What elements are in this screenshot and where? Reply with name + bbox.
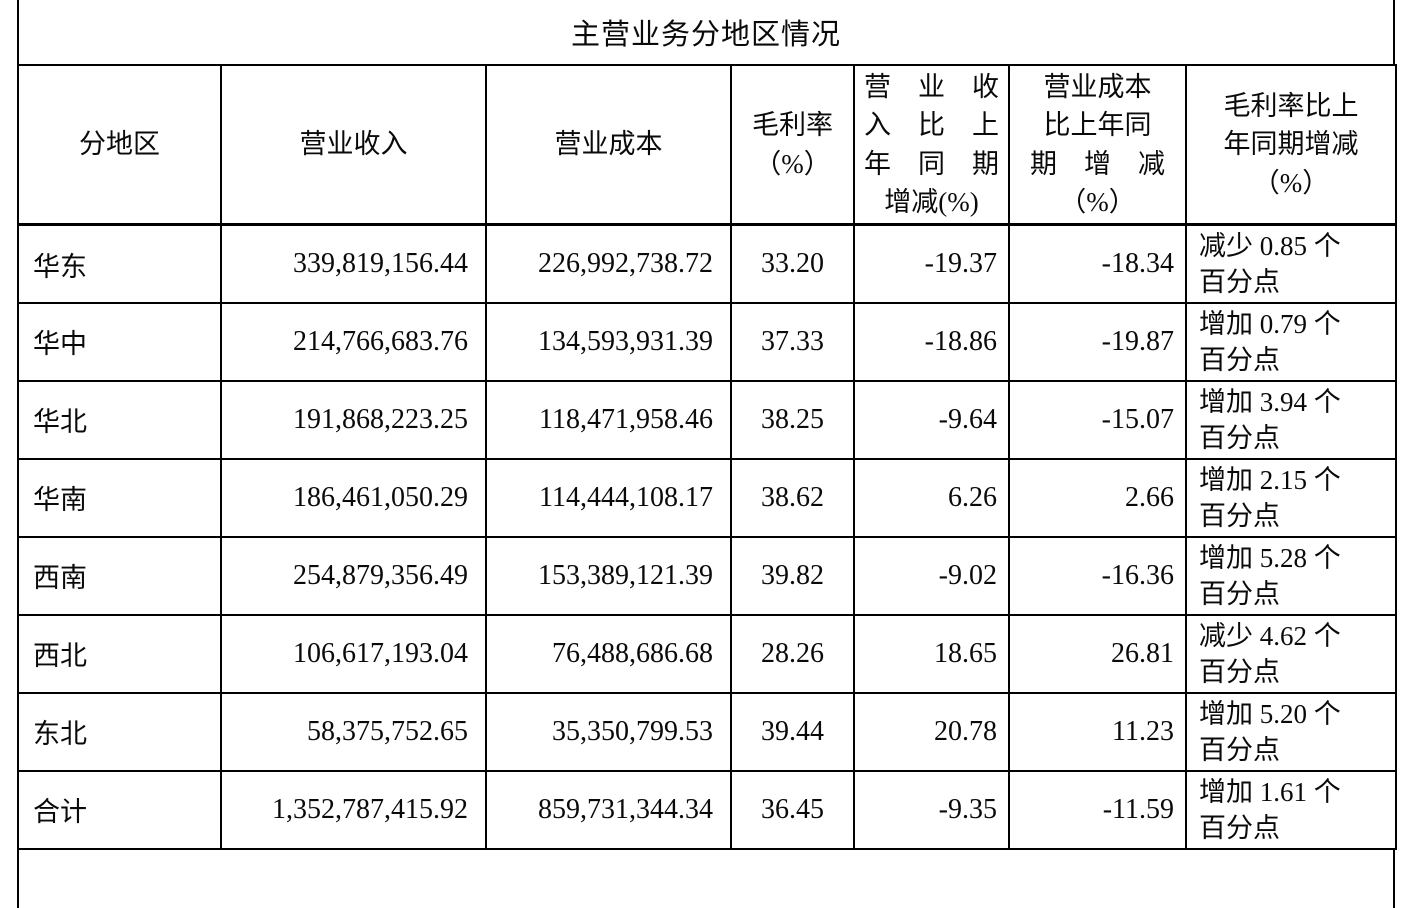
table-row-huanan: 华南 186,461,050.29 114,444,108.17 38.62 6… <box>17 457 1397 538</box>
margin-yoy-cell: 增加 1.61 个 百分点 <box>1185 769 1397 850</box>
margin-yoy-cell: 增加 5.20 个 百分点 <box>1185 691 1397 772</box>
margin-yoy-cell: 增加 2.15 个 百分点 <box>1185 457 1397 538</box>
margin-cell: 38.62 <box>730 457 855 538</box>
margin-cell: 33.20 <box>730 223 855 304</box>
revenue-yoy-cell: 6.26 <box>853 457 1010 538</box>
report-page: 主营业务分地区情况 分地区 营业收入 营业成本 毛利率 （%） 营 业 收 入 … <box>17 0 1397 908</box>
cost-cell: 76,488,686.68 <box>485 613 732 694</box>
cost-yoy-cell: -16.36 <box>1008 535 1187 616</box>
col-header-revenue-yoy: 营 业 收 入 比 上 年 同 期 增减(%) <box>853 64 1010 227</box>
revenue-yoy-cell: 18.65 <box>853 613 1010 694</box>
revenue-yoy-cell: -19.37 <box>853 223 1010 304</box>
revenue-cell: 106,617,193.04 <box>220 613 487 694</box>
cost-cell: 226,992,738.72 <box>485 223 732 304</box>
margin-cell: 37.33 <box>730 301 855 382</box>
revenue-cell: 339,819,156.44 <box>220 223 487 304</box>
col-header-gross-margin: 毛利率 （%） <box>730 64 855 227</box>
table-row-huadong: 华东 339,819,156.44 226,992,738.72 33.20 -… <box>17 223 1397 304</box>
cost-yoy-cell: -19.87 <box>1008 301 1187 382</box>
region-cell: 华中 <box>17 301 222 382</box>
margin-yoy-cell: 增加 3.94 个 百分点 <box>1185 379 1397 460</box>
region-cell: 西北 <box>17 613 222 694</box>
cost-cell: 114,444,108.17 <box>485 457 732 538</box>
table-row-huabei: 华北 191,868,223.25 118,471,958.46 38.25 -… <box>17 379 1397 460</box>
header-row: 分地区 营业收入 营业成本 毛利率 （%） 营 业 收 入 比 上 年 同 期 … <box>17 64 1397 227</box>
margin-yoy-cell: 增加 5.28 个 百分点 <box>1185 535 1397 616</box>
revenue-yoy-cell: -9.64 <box>853 379 1010 460</box>
cost-cell: 35,350,799.53 <box>485 691 732 772</box>
table-row-dongbei: 东北 58,375,752.65 35,350,799.53 39.44 20.… <box>17 691 1397 772</box>
table-title: 主营业务分地区情况 <box>17 0 1395 64</box>
table-continuation-strip <box>17 849 1395 908</box>
table-row-total: 合计 1,352,787,415.92 859,731,344.34 36.45… <box>17 769 1397 850</box>
margin-cell: 38.25 <box>730 379 855 460</box>
cost-cell: 118,471,958.46 <box>485 379 732 460</box>
col-header-region: 分地区 <box>17 64 222 227</box>
revenue-cell: 186,461,050.29 <box>220 457 487 538</box>
margin-cell: 36.45 <box>730 769 855 850</box>
margin-yoy-cell: 减少 0.85 个 百分点 <box>1185 223 1397 304</box>
col-header-cost-yoy: 营业成本 比上年同 期 增 减 （%） <box>1008 64 1187 227</box>
revenue-cell: 214,766,683.76 <box>220 301 487 382</box>
region-financials-table: 分地区 营业收入 营业成本 毛利率 （%） 营 业 收 入 比 上 年 同 期 … <box>17 64 1397 850</box>
revenue-cell: 1,352,787,415.92 <box>220 769 487 850</box>
cost-cell: 153,389,121.39 <box>485 535 732 616</box>
region-cell: 合计 <box>17 769 222 850</box>
region-cell: 西南 <box>17 535 222 616</box>
cost-yoy-cell: 2.66 <box>1008 457 1187 538</box>
revenue-yoy-cell: 20.78 <box>853 691 1010 772</box>
margin-cell: 39.44 <box>730 691 855 772</box>
margin-yoy-cell: 增加 0.79 个 百分点 <box>1185 301 1397 382</box>
cost-cell: 859,731,344.34 <box>485 769 732 850</box>
region-cell: 华南 <box>17 457 222 538</box>
revenue-cell: 254,879,356.49 <box>220 535 487 616</box>
cost-yoy-cell: -15.07 <box>1008 379 1187 460</box>
margin-cell: 28.26 <box>730 613 855 694</box>
col-header-revenue: 营业收入 <box>220 64 487 227</box>
table-row-huazhong: 华中 214,766,683.76 134,593,931.39 37.33 -… <box>17 301 1397 382</box>
revenue-yoy-cell: -9.35 <box>853 769 1010 850</box>
col-header-cost: 营业成本 <box>485 64 732 227</box>
revenue-yoy-cell: -18.86 <box>853 301 1010 382</box>
cost-yoy-cell: 26.81 <box>1008 613 1187 694</box>
cost-yoy-cell: 11.23 <box>1008 691 1187 772</box>
col-header-margin-yoy: 毛利率比上 年同期增减 （%） <box>1185 64 1397 227</box>
revenue-cell: 191,868,223.25 <box>220 379 487 460</box>
table-row-xibei: 西北 106,617,193.04 76,488,686.68 28.26 18… <box>17 613 1397 694</box>
cost-cell: 134,593,931.39 <box>485 301 732 382</box>
region-cell: 华东 <box>17 223 222 304</box>
revenue-cell: 58,375,752.65 <box>220 691 487 772</box>
region-cell: 华北 <box>17 379 222 460</box>
margin-cell: 39.82 <box>730 535 855 616</box>
table-body: 华东 339,819,156.44 226,992,738.72 33.20 -… <box>17 223 1397 850</box>
cost-yoy-cell: -18.34 <box>1008 223 1187 304</box>
table-header: 分地区 营业收入 营业成本 毛利率 （%） 营 业 收 入 比 上 年 同 期 … <box>17 64 1397 227</box>
revenue-yoy-cell: -9.02 <box>853 535 1010 616</box>
cost-yoy-cell: -11.59 <box>1008 769 1187 850</box>
table-row-xinan: 西南 254,879,356.49 153,389,121.39 39.82 -… <box>17 535 1397 616</box>
region-cell: 东北 <box>17 691 222 772</box>
margin-yoy-cell: 减少 4.62 个 百分点 <box>1185 613 1397 694</box>
